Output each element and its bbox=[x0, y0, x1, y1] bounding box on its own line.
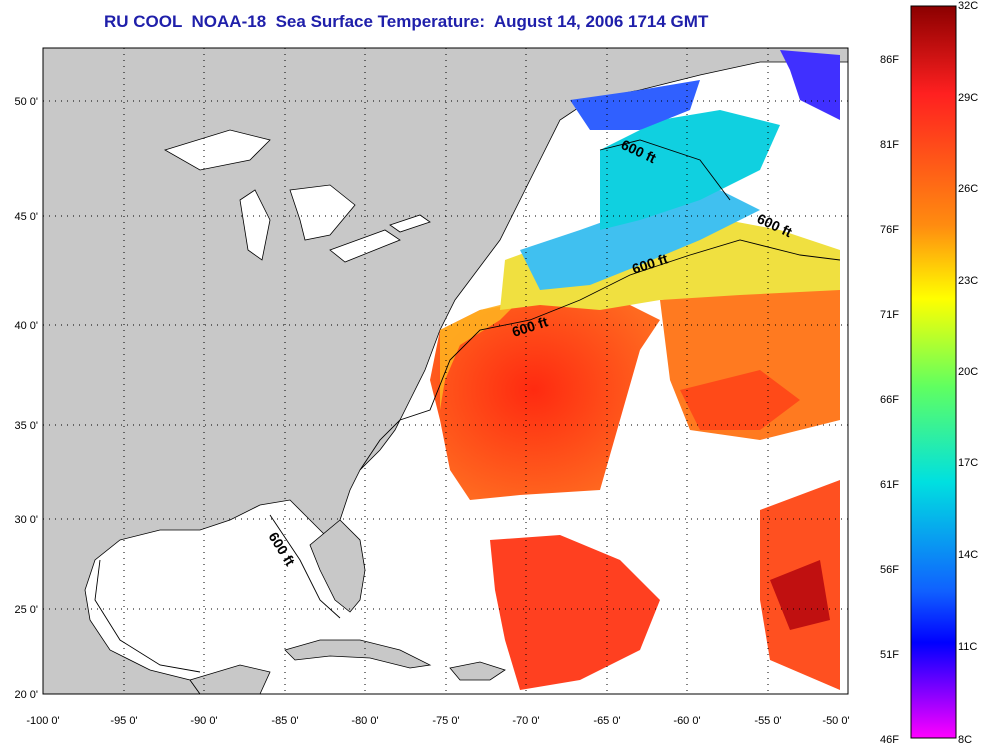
colorbar-c-label: 17C bbox=[958, 457, 979, 469]
land-hispaniola bbox=[449, 661, 506, 681]
y-tick-label: 35 0' bbox=[14, 420, 38, 432]
colorbar-c-label: 11C bbox=[958, 641, 978, 653]
x-tick-label: -55 0' bbox=[754, 715, 781, 727]
y-axis-labels: 20 0' 25 0' 30 0' 35 0' 40 0' 45 0' 50 0… bbox=[14, 96, 38, 701]
isobath-600ft bbox=[94, 239, 841, 673]
x-tick-label: -50 0' bbox=[822, 715, 849, 727]
colorbar-c-label: 20C bbox=[958, 366, 979, 378]
x-tick-label: -60 0' bbox=[673, 715, 700, 727]
lake-michigan bbox=[239, 189, 271, 261]
x-tick-label: -80 0' bbox=[351, 715, 378, 727]
lake-superior bbox=[163, 129, 271, 171]
x-tick-label: -100 0' bbox=[26, 715, 59, 727]
sst-shelf-warm bbox=[440, 300, 520, 410]
y-tick-label: 25 0' bbox=[14, 604, 38, 616]
colorbar-c-label: 26C bbox=[958, 183, 979, 195]
land-yucatan bbox=[189, 664, 271, 695]
land-cuba bbox=[284, 639, 432, 669]
colorbar-c-label: 29C bbox=[958, 92, 979, 104]
colorbar-f-label: 76F bbox=[880, 224, 899, 236]
sst-shelf-cyan bbox=[520, 190, 760, 290]
sst-sargasso-south bbox=[490, 535, 660, 690]
x-tick-label: -90 0' bbox=[190, 715, 217, 727]
plot-frame bbox=[42, 47, 849, 695]
x-tick-label: -70 0' bbox=[512, 715, 539, 727]
sst-cold-blue bbox=[570, 80, 700, 130]
lake-huron bbox=[289, 184, 356, 241]
x-tick-label: -75 0' bbox=[432, 715, 459, 727]
y-tick-label: 20 0' bbox=[14, 689, 38, 701]
colorbar-f-label: 71F bbox=[880, 309, 899, 321]
land-florida bbox=[309, 519, 366, 613]
colorbar-c-label: 8C bbox=[958, 734, 973, 746]
x-tick-label: -95 0' bbox=[110, 715, 137, 727]
colorbar-f-label: 66F bbox=[880, 394, 899, 406]
y-tick-label: 50 0' bbox=[14, 96, 38, 108]
sst-gulf-of-st-lawrence bbox=[600, 110, 780, 230]
y-tick-label: 45 0' bbox=[14, 211, 38, 223]
colorbar-f-label: 46F bbox=[880, 734, 899, 746]
y-tick-label: 40 0' bbox=[14, 320, 38, 332]
colorbar-f-label: 61F bbox=[880, 479, 899, 491]
colorbar-f-label: 86F bbox=[880, 54, 899, 66]
x-tick-label: -85 0' bbox=[271, 715, 298, 727]
colorbar-f-label: 51F bbox=[880, 649, 899, 661]
sst-gulf-stream-warm bbox=[430, 300, 660, 500]
colorbar-c-label: 23C bbox=[958, 275, 979, 287]
graticule bbox=[43, 48, 848, 694]
colorbar-c-label: 14C bbox=[958, 549, 979, 561]
x-axis-labels: -100 0' -95 0' -90 0' -85 0' -80 0' -75 … bbox=[26, 715, 849, 727]
sst-offshore-east-core bbox=[680, 370, 800, 430]
colorbar-f-label: 56F bbox=[880, 564, 899, 576]
y-tick-label: 30 0' bbox=[14, 514, 38, 526]
map-title: RU COOL NOAA-18 Sea Surface Temperature:… bbox=[104, 12, 709, 31]
lake-ontario bbox=[389, 214, 431, 233]
sst-labrador-blue bbox=[780, 50, 840, 120]
sst-southeast-hot bbox=[770, 560, 830, 630]
colorbar-c-label: 32C bbox=[958, 0, 979, 12]
colorbar-f-label: 81F bbox=[880, 139, 899, 151]
colorbar bbox=[910, 5, 957, 739]
isobath-600ft-north bbox=[599, 139, 731, 201]
x-tick-label: -65 0' bbox=[593, 715, 620, 727]
